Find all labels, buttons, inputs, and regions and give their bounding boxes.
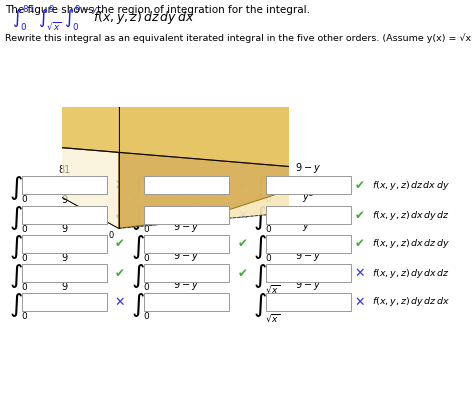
- Text: The figure shows the region of integration for the integral.: The figure shows the region of integrati…: [5, 5, 310, 15]
- Text: 0: 0: [143, 312, 149, 321]
- Text: 9: 9: [62, 253, 68, 263]
- Text: 0: 0: [143, 225, 149, 234]
- Text: $\int$: $\int$: [9, 262, 23, 290]
- Text: ✕: ✕: [115, 179, 125, 192]
- Text: $y^2$: $y^2$: [302, 189, 315, 205]
- Text: ✔: ✔: [238, 179, 248, 192]
- Text: 0: 0: [143, 283, 149, 292]
- Text: $\int$: $\int$: [253, 174, 267, 202]
- Text: ✔: ✔: [355, 237, 365, 250]
- Text: $\int$: $\int$: [9, 204, 23, 232]
- Text: 9: 9: [62, 224, 68, 234]
- Text: $f(x, y, z)\, dy\, dz\, dx$: $f(x, y, z)\, dy\, dz\, dx$: [372, 295, 450, 308]
- Text: $\int$: $\int$: [253, 262, 267, 290]
- Text: $9-y$: $9-y$: [173, 220, 200, 234]
- Text: $\int$: $\int$: [131, 233, 145, 261]
- Text: $f(x, y, z)\, dz\, dx\, dy$: $f(x, y, z)\, dz\, dx\, dy$: [372, 179, 450, 192]
- Text: 9: 9: [62, 195, 68, 205]
- Text: $\int$: $\int$: [131, 262, 145, 290]
- Text: ✔: ✔: [238, 267, 248, 280]
- Text: 0: 0: [143, 254, 149, 263]
- Text: $\int_0^{9-y}$: $\int_0^{9-y}$: [64, 3, 99, 33]
- Polygon shape: [118, 0, 390, 228]
- Text: $\int_0^{81}$: $\int_0^{81}$: [12, 3, 35, 33]
- Text: ✕: ✕: [238, 209, 248, 222]
- Text: $y^2$: $y^2$: [302, 218, 315, 234]
- Text: $\int$: $\int$: [9, 174, 23, 202]
- Text: 0: 0: [109, 231, 114, 240]
- Text: 0: 0: [21, 312, 27, 321]
- Text: $\int$: $\int$: [9, 291, 23, 319]
- Text: Rewrite this integral as an equivalent iterated integral in the five other order: Rewrite this integral as an equivalent i…: [5, 33, 474, 43]
- Text: $9-y$: $9-y$: [173, 278, 200, 292]
- Text: $\int$: $\int$: [9, 233, 23, 261]
- Polygon shape: [118, 0, 474, 228]
- Text: $\sqrt{x}$: $\sqrt{x}$: [265, 283, 280, 295]
- Text: 0: 0: [21, 254, 27, 263]
- Text: $\int$: $\int$: [131, 174, 145, 202]
- Text: ✔: ✔: [115, 237, 125, 250]
- Text: 0: 0: [21, 283, 27, 292]
- Text: 0: 0: [265, 254, 271, 263]
- Text: 0: 0: [21, 195, 27, 204]
- Text: $9-y$: $9-y$: [173, 249, 200, 263]
- Text: 9: 9: [62, 282, 68, 292]
- Text: ✔: ✔: [355, 209, 365, 222]
- Text: 81: 81: [58, 165, 71, 175]
- Text: $y^2$: $y^2$: [181, 159, 192, 175]
- Text: ✕: ✕: [355, 267, 365, 280]
- Text: $\sqrt{x}$: $\sqrt{x}$: [265, 312, 280, 324]
- Text: ✔: ✔: [115, 209, 125, 222]
- Text: $9-y$: $9-y$: [173, 191, 200, 205]
- Text: $\int$: $\int$: [131, 291, 145, 319]
- Text: ✕: ✕: [355, 295, 365, 308]
- Text: 0: 0: [143, 195, 149, 204]
- Text: ✕: ✕: [115, 295, 125, 308]
- Text: $\int$: $\int$: [131, 204, 145, 232]
- Text: $\int$: $\int$: [253, 233, 267, 261]
- Polygon shape: [0, 0, 474, 188]
- Text: ✔: ✔: [355, 179, 365, 192]
- Text: 0: 0: [21, 225, 27, 234]
- Text: 0: 0: [265, 225, 271, 234]
- Text: $9-y$: $9-y$: [295, 278, 321, 292]
- Text: $f(x, y, z)\, dx\, dy\, dz$: $f(x, y, z)\, dx\, dy\, dz$: [372, 209, 450, 222]
- Text: $9-y$: $9-y$: [295, 249, 321, 263]
- Text: $f(x, y, z)\, dy\, dx\, dz$: $f(x, y, z)\, dy\, dx\, dz$: [372, 267, 450, 280]
- Text: $\int_{\sqrt{x}}^{9}$: $\int_{\sqrt{x}}^{9}$: [38, 3, 62, 33]
- Polygon shape: [0, 0, 474, 188]
- Polygon shape: [0, 139, 474, 228]
- Text: $9-y$: $9-y$: [295, 161, 321, 175]
- Text: $\int$: $\int$: [253, 291, 267, 319]
- Text: $\int$: $\int$: [253, 204, 267, 232]
- Text: $f(x, y, z)\, dx\, dz\, dy$: $f(x, y, z)\, dx\, dz\, dy$: [372, 237, 450, 250]
- Text: ✔: ✔: [238, 237, 248, 250]
- Polygon shape: [0, 0, 118, 228]
- Text: ✔: ✔: [115, 267, 125, 280]
- Text: 0: 0: [265, 195, 271, 204]
- Text: $f(x, y, z)\, dz\, dy\, dx$: $f(x, y, z)\, dz\, dy\, dx$: [93, 9, 195, 26]
